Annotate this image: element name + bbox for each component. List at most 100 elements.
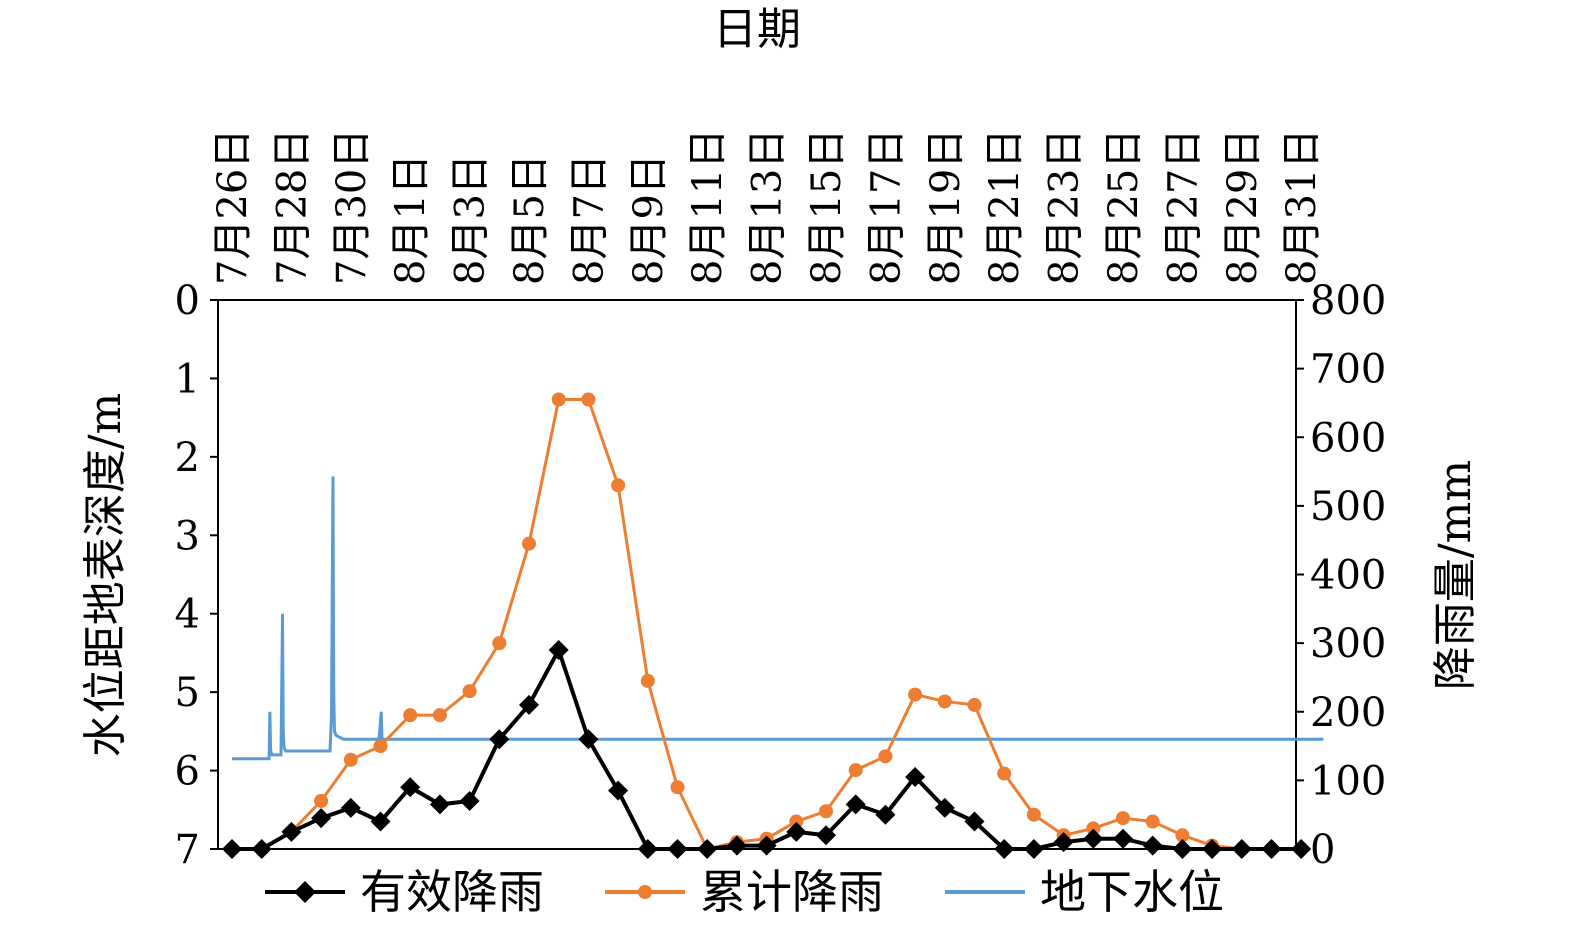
effective-rain-point [1142,835,1163,856]
series-line-cumulative-rain [232,398,1302,851]
effective-rain-point [994,839,1015,859]
effective-rain-point [1231,839,1252,859]
cumulative-rain-point [789,814,804,829]
effective-rain-point [1291,839,1312,859]
effective-rain-point [816,825,836,846]
effective-rain-point [637,839,658,859]
x-tick-labels: 7月26日 7月28日 7月30日 8月1日 8月3日 8月5日 8月7日 8月9日 8月11日… [210,129,1325,285]
cumulative-rain-point [1116,811,1130,826]
y-left-tick-label: 1 [175,356,200,402]
cumulative-rain-point [640,673,655,688]
effective-rain-point [311,808,332,829]
y-left-tick-label: 0 [175,278,200,324]
y-right-tick-label: 700 [1310,347,1386,393]
effective-rain-point [1202,839,1223,859]
cumulative-rain-point [462,684,477,699]
effective-rain-point [370,811,391,832]
x-tick-label: 8月23日 [1042,129,1088,285]
effective-rain-point [756,835,777,856]
cumulative-rain-point [1175,828,1190,843]
legend-label: 地下水位 [1040,865,1224,919]
x-tick-label: 7月28日 [269,129,315,285]
cumulative-rain-point [1086,821,1101,836]
y-left-tick-label: 4 [175,592,200,638]
cumulative-rain-point [403,708,418,723]
cumulative-rain-point [492,636,507,651]
series-layer [222,392,1324,859]
x-tick-label: 8月9日 [626,154,672,285]
effective-rain-point [548,639,569,660]
effective-rain-point [429,794,450,815]
legend: 有效降雨 累计降雨 地下水位 [265,865,1224,919]
cumulative-rain-point [343,752,358,767]
effective-rain-point [845,794,866,815]
effective-rain-point [1053,832,1074,853]
series-line-groundwater [232,476,1324,761]
effective-rain-point [905,766,926,787]
y-right-tick-label: 200 [1310,690,1386,736]
x-tick-label: 8月17日 [863,129,909,285]
effective-rain-point [1172,839,1193,859]
x-tick-label: 8月11日 [685,129,731,285]
legend-label: 有效降雨 [360,865,544,919]
effective-rain-point [459,790,480,811]
effective-rain-point [489,729,510,750]
effective-rain-point [1261,839,1282,859]
effective-rain-point [697,839,718,859]
legend-label: 累计降雨 [700,865,884,919]
y-right-tick-label: 300 [1310,621,1386,667]
x-tick-label: 8月19日 [923,129,969,285]
x-tick-label: 8月3日 [448,154,494,285]
cumulative-rain-point [937,694,952,709]
x-tick-label: 8月13日 [745,129,791,285]
cumulative-rain-point [967,697,982,712]
cumulative-rain-point [522,536,536,551]
y-left-ticks: 0 1 2 3 4 5 6 7 [175,278,218,873]
y-right-axis-title: 降雨量/mm [1430,460,1481,690]
x-tick-label: 8月25日 [1101,129,1147,285]
y-left-tick-label: 5 [175,670,200,716]
y-left-tick-label: 2 [175,435,200,481]
x-tick-label: 8月1日 [388,154,434,285]
cumulative-rain-point [670,780,685,795]
effective-rain-point [1113,828,1133,849]
y-right-tick-label: 0 [1310,827,1335,873]
cumulative-rain-point [373,739,388,754]
effective-rain-point [934,797,955,818]
x-tick-label: 8月21日 [982,129,1028,285]
plot-frame [217,299,1297,850]
x-tick-label: 8月5日 [507,154,553,285]
effective-rain-point [281,821,302,842]
cumulative-rain-point [551,392,566,407]
effective-rain-point [1083,828,1104,849]
y-right-tick-label: 100 [1310,758,1386,804]
y-left-tick-label: 7 [175,827,200,873]
y-right-tick-label: 800 [1310,278,1386,324]
effective-rain-point [667,839,688,859]
y-right-tick-label: 600 [1310,415,1386,461]
x-tick-label: 8月27日 [1160,129,1206,285]
effective-rain-point [251,839,272,859]
cumulative-rain-point [819,804,833,819]
effective-rain-point [875,804,896,825]
x-tick-label: 8月31日 [1279,129,1325,285]
cumulative-rain-point [908,687,923,702]
effective-rain-point [400,777,421,798]
cumulative-rain-point [432,708,447,723]
effective-rain-point [578,729,599,750]
x-tick-label: 8月29日 [1220,129,1266,285]
x-tick-label: 8月15日 [804,129,850,285]
y-left-tick-label: 3 [175,513,200,559]
cumulative-rain-point [997,766,1012,781]
effective-rain-point [222,839,242,859]
effective-rain-point [786,821,807,842]
x-tick-label: 7月26日 [210,129,256,285]
x-axis-title: 日期 [713,4,801,55]
legend-swatch-marker [294,881,316,903]
effective-rain-point [519,694,539,715]
cumulative-rain-point [1026,807,1041,822]
x-tick-label: 7月30日 [329,129,375,285]
y-right-tick-label: 500 [1310,484,1386,530]
cumulative-rain-point [1145,814,1160,829]
